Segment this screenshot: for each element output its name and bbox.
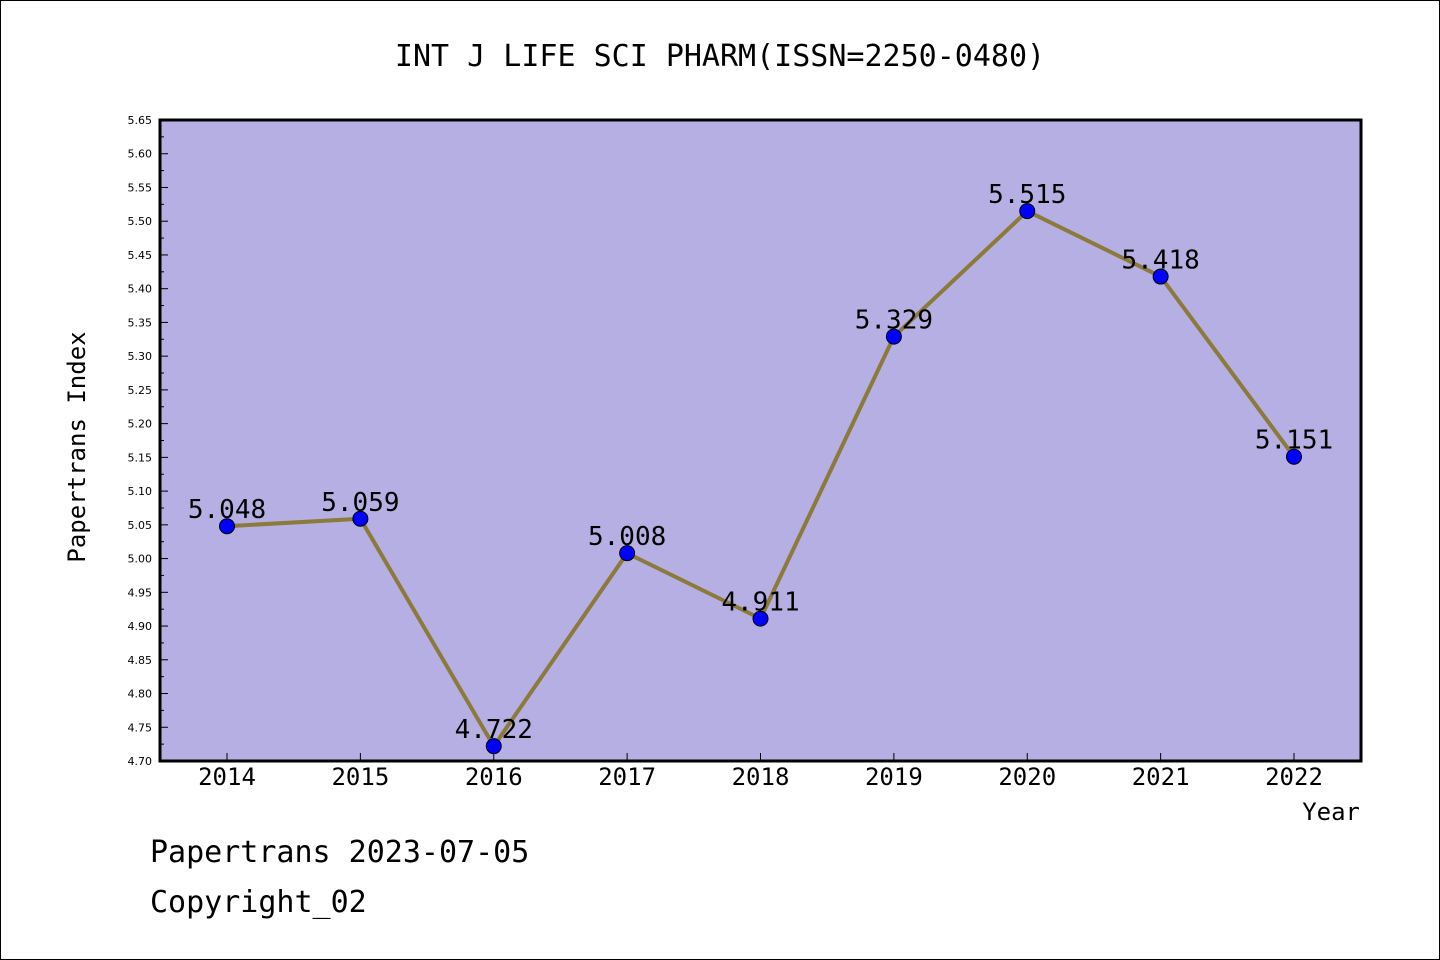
x-tick-label: 2014 <box>198 763 256 791</box>
y-tick-label: 5.60 <box>128 148 153 161</box>
data-label: 5.329 <box>855 306 933 336</box>
data-label: 5.151 <box>1255 426 1333 456</box>
footer-date: Papertrans 2023-07-05 <box>150 835 530 870</box>
y-tick-label: 4.80 <box>128 688 153 701</box>
data-point <box>352 510 369 527</box>
y-tick-label: 5.05 <box>128 519 153 532</box>
data-label: 5.048 <box>188 495 266 525</box>
y-tick-label: 5.30 <box>128 350 153 363</box>
data-points <box>219 203 1302 755</box>
y-tick-label: 5.65 <box>128 114 153 127</box>
x-tick-label: 2016 <box>465 763 523 791</box>
chart-title: INT J LIFE SCI PHARM(ISSN=2250-0480) <box>395 39 1045 74</box>
data-point <box>885 328 902 345</box>
y-tick-label: 5.00 <box>128 553 153 566</box>
x-axis: 2014 2015 2016 2017 2018 2019 2020 2021 2022 <box>198 753 1323 791</box>
plot-border <box>158 118 1363 763</box>
y-tick-label: 5.55 <box>128 181 153 194</box>
data-point <box>1286 448 1302 465</box>
x-tick-label: 2019 <box>865 763 923 791</box>
data-point <box>752 610 769 627</box>
data-label: 5.059 <box>321 488 399 518</box>
x-tick-label: 2020 <box>998 763 1056 791</box>
y-tick-label: 4.85 <box>128 654 153 667</box>
data-point <box>1152 268 1169 285</box>
data-label: 5.418 <box>1121 246 1199 276</box>
data-point <box>1019 203 1036 220</box>
data-label: 5.008 <box>588 522 666 552</box>
x-tick-label: 2015 <box>331 763 389 791</box>
y-tick-label: 4.95 <box>128 586 153 599</box>
x-tick-label: 2017 <box>598 763 656 791</box>
data-point <box>619 545 636 562</box>
data-point <box>485 738 502 755</box>
x-axis-label: Year <box>1302 798 1360 826</box>
y-axis-label: Papertrans Index <box>63 331 91 562</box>
data-label: 5.515 <box>988 180 1066 210</box>
x-tick-label: 2022 <box>1265 763 1323 791</box>
data-label: 4.722 <box>455 715 533 745</box>
y-tick-label: 5.20 <box>128 418 153 431</box>
y-tick-label: 5.15 <box>128 451 153 464</box>
data-label: 4.911 <box>721 588 799 618</box>
data-labels: 5.048 5.059 4.722 5.008 4.911 5.329 5.515 5.418… <box>188 180 1333 745</box>
footer-copyright: Copyright_02 <box>150 885 367 920</box>
y-tick-label: 5.40 <box>128 283 153 296</box>
data-point <box>219 518 235 535</box>
plot-area <box>160 120 1361 761</box>
x-tick-label: 2021 <box>1132 763 1190 791</box>
y-tick-label: 5.45 <box>128 249 153 262</box>
y-tick-label: 4.75 <box>128 721 153 734</box>
y-tick-label: 5.10 <box>128 485 153 498</box>
y-tick-label: 4.70 <box>128 755 153 768</box>
y-tick-label: 5.25 <box>128 384 153 397</box>
y-tick-label: 5.50 <box>128 215 153 228</box>
y-tick-label: 5.35 <box>128 316 153 329</box>
x-tick-label: 2018 <box>732 763 790 791</box>
y-tick-label: 4.90 <box>128 620 153 633</box>
